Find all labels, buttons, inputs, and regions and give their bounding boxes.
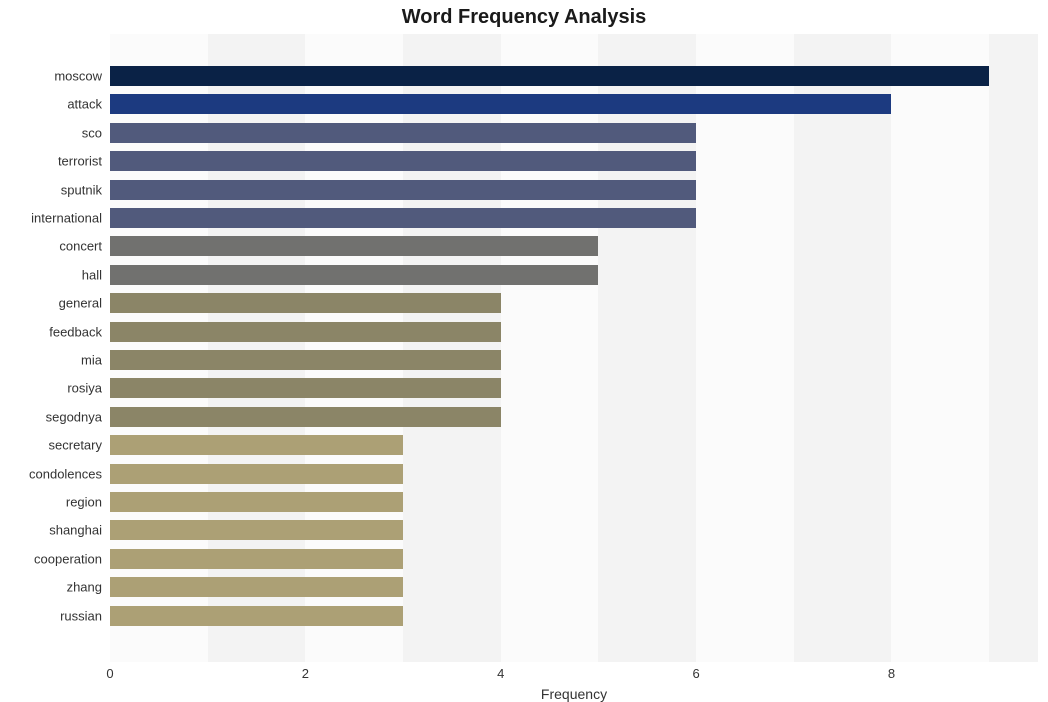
- bar: [110, 520, 403, 540]
- grid-band: [891, 34, 989, 662]
- bar: [110, 407, 501, 427]
- y-tick-label: russian: [0, 608, 102, 623]
- bar: [110, 66, 989, 86]
- bar: [110, 265, 598, 285]
- y-tick-label: cooperation: [0, 551, 102, 566]
- y-tick-label: general: [0, 296, 102, 311]
- bar: [110, 322, 501, 342]
- x-tick-label: 6: [692, 666, 699, 681]
- x-tick-label: 8: [888, 666, 895, 681]
- bar: [110, 606, 403, 626]
- y-tick-label: rosiya: [0, 381, 102, 396]
- y-tick-label: attack: [0, 97, 102, 112]
- x-axis-label: Frequency: [110, 686, 1038, 702]
- bar: [110, 180, 696, 200]
- bar: [110, 293, 501, 313]
- bar: [110, 549, 403, 569]
- y-tick-label: feedback: [0, 324, 102, 339]
- y-tick-label: sco: [0, 125, 102, 140]
- bar: [110, 208, 696, 228]
- y-tick-label: secretary: [0, 438, 102, 453]
- y-tick-label: international: [0, 211, 102, 226]
- y-tick-label: region: [0, 495, 102, 510]
- bar: [110, 236, 598, 256]
- grid-band: [696, 34, 794, 662]
- bar: [110, 378, 501, 398]
- y-tick-label: terrorist: [0, 154, 102, 169]
- x-tick-label: 0: [106, 666, 113, 681]
- x-tick-label: 4: [497, 666, 504, 681]
- y-tick-label: sputnik: [0, 182, 102, 197]
- chart-title: Word Frequency Analysis: [0, 6, 1048, 29]
- x-tick-label: 2: [302, 666, 309, 681]
- bar: [110, 350, 501, 370]
- plot-area: [110, 34, 1038, 662]
- bar: [110, 435, 403, 455]
- y-tick-label: hall: [0, 267, 102, 282]
- y-tick-label: shanghai: [0, 523, 102, 538]
- y-tick-label: zhang: [0, 580, 102, 595]
- bar: [110, 94, 891, 114]
- grid-band: [794, 34, 892, 662]
- bar: [110, 464, 403, 484]
- y-tick-label: condolences: [0, 466, 102, 481]
- y-tick-label: mia: [0, 353, 102, 368]
- y-tick-label: segodnya: [0, 409, 102, 424]
- y-tick-label: moscow: [0, 69, 102, 84]
- chart-container: Word Frequency Analysis Frequency moscow…: [0, 0, 1048, 701]
- grid-band: [989, 34, 1038, 662]
- y-tick-label: concert: [0, 239, 102, 254]
- bar: [110, 577, 403, 597]
- bar: [110, 492, 403, 512]
- bar: [110, 151, 696, 171]
- bar: [110, 123, 696, 143]
